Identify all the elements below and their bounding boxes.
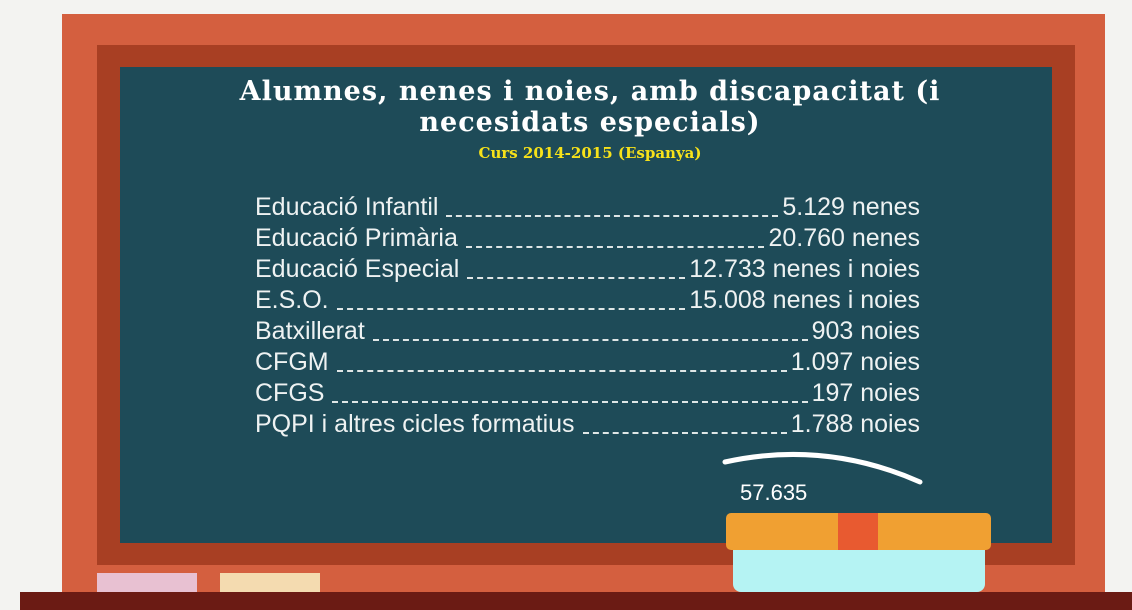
page: Alumnes, nenes i noies, amb discapacitat… <box>0 0 1132 610</box>
leader <box>332 401 807 403</box>
chalk-pink <box>97 573 197 592</box>
leader <box>337 308 686 310</box>
leader <box>337 370 787 372</box>
row-label: Batxillerat <box>255 316 365 347</box>
total: 57.635 <box>740 480 807 506</box>
row: CFGS 197 noies <box>255 378 920 409</box>
chalk-yellow <box>220 573 320 592</box>
row-value: 1.788 noies <box>791 409 920 440</box>
row-value: 197 noies <box>812 378 920 409</box>
leader <box>466 246 765 248</box>
leader <box>467 277 685 279</box>
ledge <box>20 592 1132 610</box>
row-label: PQPI i altres cicles formatius <box>255 409 575 440</box>
row: PQPI i altres cicles formatius 1.788 noie… <box>255 409 920 440</box>
eraser-base <box>733 545 985 592</box>
row-label: E.S.O. <box>255 285 329 316</box>
row: Educació Primària 20.760 nenes <box>255 223 920 254</box>
subtitle: Curs 2014-2015 (Espanya) <box>170 144 1010 162</box>
row-value: 1.097 noies <box>791 347 920 378</box>
row-value: 5.129 nenes <box>782 192 920 223</box>
row-label: Educació Infantil <box>255 192 438 223</box>
row-value: 12.733 nenes i noies <box>689 254 920 285</box>
row-label: CFGS <box>255 378 324 409</box>
title: Alumnes, nenes i noies, amb discapacitat… <box>170 76 1010 138</box>
row: CFGM 1.097 noies <box>255 347 920 378</box>
leader <box>583 432 787 434</box>
row-label: Educació Primària <box>255 223 458 254</box>
row: Educació Especial 12.733 nenes i noies <box>255 254 920 285</box>
eraser-stripe <box>838 513 878 550</box>
row-value: 15.008 nenes i noies <box>689 285 920 316</box>
row-label: Educació Especial <box>255 254 459 285</box>
leader <box>373 339 808 341</box>
row: E.S.O. 15.008 nenes i noies <box>255 285 920 316</box>
leader <box>446 215 778 217</box>
row-value: 903 noies <box>812 316 920 347</box>
row-value: 20.760 nenes <box>768 223 920 254</box>
row: Batxillerat 903 noies <box>255 316 920 347</box>
row: Educació Infantil 5.129 nenes <box>255 192 920 223</box>
row-label: CFGM <box>255 347 329 378</box>
